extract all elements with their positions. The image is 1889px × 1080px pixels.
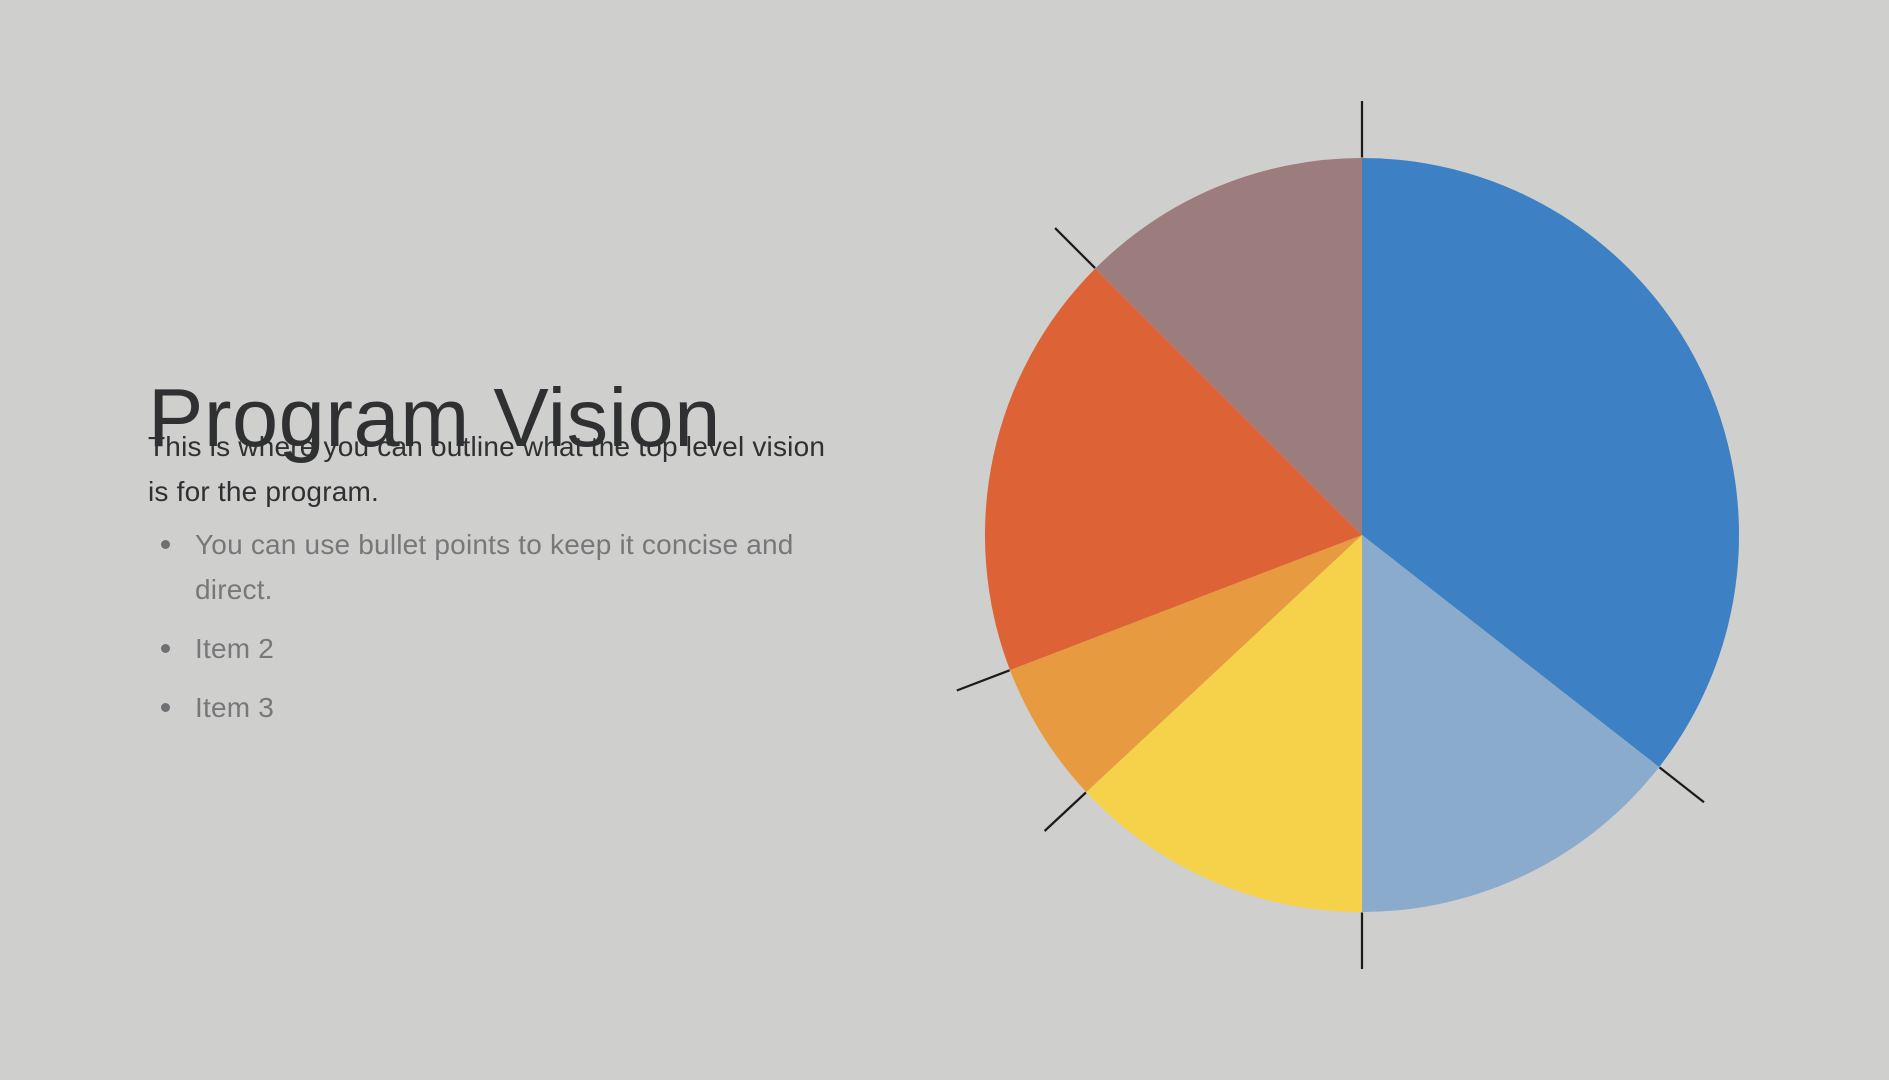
pie-slice-blue bbox=[1362, 158, 1740, 768]
pie-chart bbox=[956, 101, 1740, 969]
bullet-1-line-1: You can use bullet points to keep it con… bbox=[195, 529, 794, 560]
bullet-list: You can use bullet points to keep it con… bbox=[148, 522, 794, 744]
pie-slice-steel-blue bbox=[1362, 535, 1660, 912]
tick-mark bbox=[956, 669, 1011, 692]
bullet-text: Item 2 bbox=[195, 633, 275, 664]
subtitle-line-2: is for the program. bbox=[148, 476, 379, 507]
bullet-text: Item 3 bbox=[195, 692, 275, 723]
list-item: Item 2 bbox=[148, 626, 794, 671]
page-title: Program Vision bbox=[148, 370, 721, 464]
list-item: Item 3 bbox=[148, 685, 794, 730]
list-item: You can use bullet points to keep it con… bbox=[148, 522, 794, 612]
bullet-1-line-2: direct. bbox=[195, 574, 273, 605]
bullet-text: You can use bullet points to keep it con… bbox=[195, 522, 794, 612]
pie-slice-yellow bbox=[1086, 535, 1362, 912]
slide-subtitle: This is where you can outline what the t… bbox=[148, 424, 825, 514]
bullet-dot-icon bbox=[161, 644, 170, 653]
pie-slice-orange bbox=[1010, 535, 1362, 793]
pie-slice-mauve bbox=[1095, 158, 1362, 535]
tick-mark bbox=[1054, 227, 1096, 269]
tick-mark bbox=[1658, 766, 1705, 804]
bullet-dot-icon bbox=[161, 540, 170, 549]
pie-chart-container bbox=[880, 50, 1850, 980]
tick-mark bbox=[1043, 791, 1087, 832]
bullet-dot-icon bbox=[161, 703, 170, 712]
subtitle-line-1: This is where you can outline what the t… bbox=[148, 431, 826, 462]
pie-slice-vermilion bbox=[984, 268, 1362, 671]
